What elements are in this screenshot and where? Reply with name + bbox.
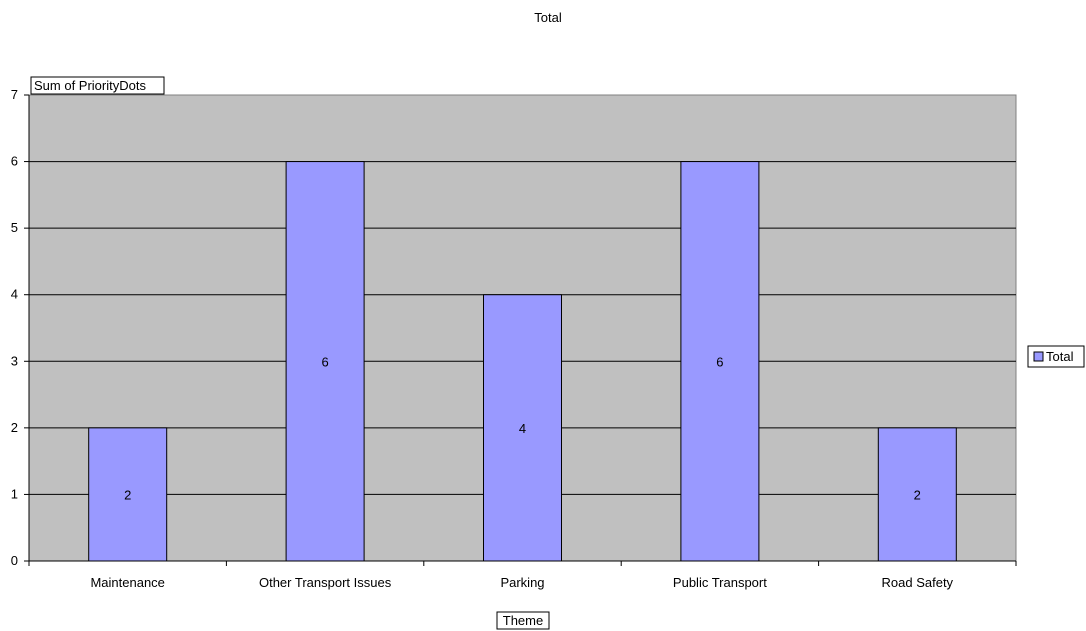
chart-title: Total <box>534 10 562 25</box>
y-tick-label: 2 <box>11 420 18 435</box>
bars <box>88 161 957 562</box>
bar-data-label: 6 <box>716 354 723 369</box>
y-tick-label: 1 <box>11 486 18 501</box>
bar-data-label: 2 <box>914 487 921 502</box>
axes <box>28 95 1016 562</box>
x-tick-label: Public Transport <box>673 575 767 590</box>
x-tick-label: Road Safety <box>882 575 954 590</box>
legend-swatch <box>1033 351 1044 362</box>
bar[interactable] <box>680 161 760 562</box>
x-field-button[interactable]: Theme <box>496 611 550 630</box>
y-tick-label: 7 <box>11 87 18 102</box>
x-tick-label: Other Transport Issues <box>259 575 392 590</box>
bar[interactable] <box>483 294 562 562</box>
bar-data-label: 4 <box>519 421 526 436</box>
bar[interactable] <box>88 427 168 562</box>
y-axis-ticks: 0 1 2 3 4 5 6 7 <box>11 87 29 568</box>
y-axis-label: Sum of PriorityDots <box>34 78 146 93</box>
bar-data-label: 6 <box>321 354 328 369</box>
x-tick-label: Maintenance <box>90 575 164 590</box>
bar-data-labels: 2 6 4 6 2 <box>124 354 921 502</box>
bar[interactable] <box>877 427 957 562</box>
gridlines <box>29 161 1016 495</box>
bar[interactable] <box>285 161 365 562</box>
x-tick-label: Parking <box>500 575 544 590</box>
legend[interactable]: Total <box>1027 345 1085 368</box>
y-tick-label: 5 <box>11 220 18 235</box>
y-field-button[interactable]: Sum of PriorityDots <box>30 76 165 95</box>
x-axis-label: Theme <box>503 613 543 628</box>
y-tick-label: 0 <box>11 553 18 568</box>
legend-label: Total <box>1046 349 1074 364</box>
y-tick-label: 3 <box>11 353 18 368</box>
y-tick-label: 6 <box>11 154 18 169</box>
bar-data-label: 2 <box>124 487 131 502</box>
y-tick-label: 4 <box>11 287 18 302</box>
x-axis-ticks: Maintenance Other Transport Issues Parking… <box>28 561 1017 590</box>
